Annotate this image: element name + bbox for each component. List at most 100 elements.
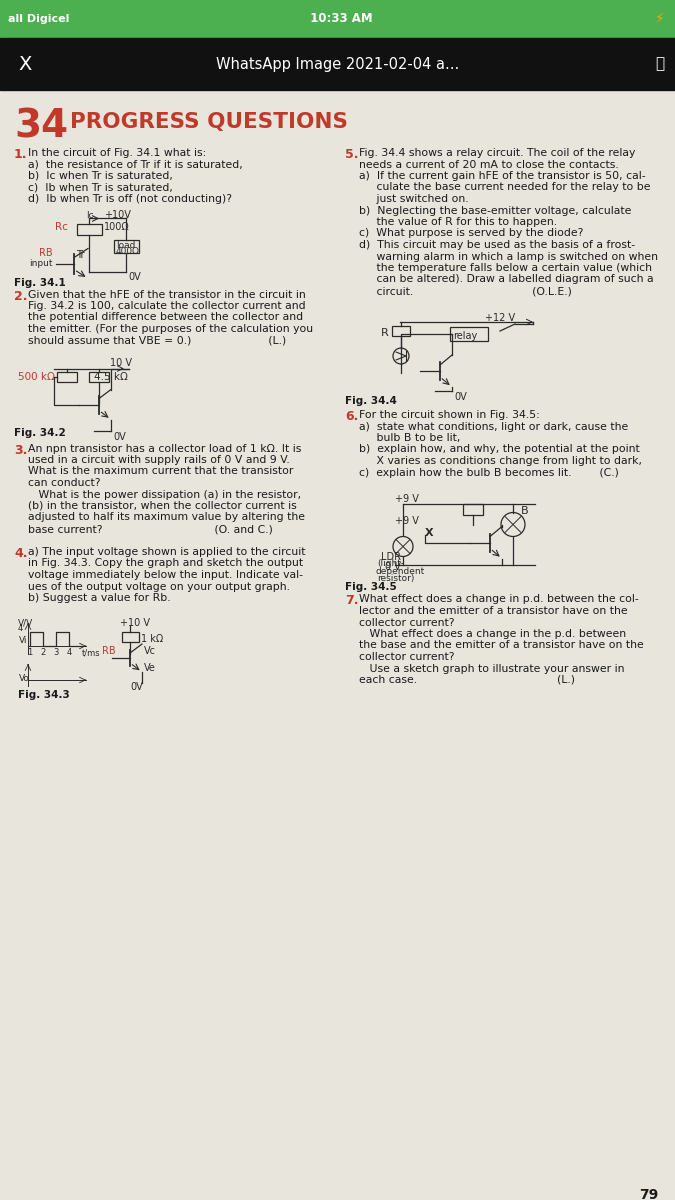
Text: culate the base current needed for the relay to be: culate the base current needed for the r… [359, 182, 651, 192]
Text: 4: 4 [66, 648, 72, 658]
Text: 1 kΩ: 1 kΩ [141, 634, 163, 644]
Text: Vc: Vc [144, 646, 156, 656]
Text: a)  If the current gain hFE of the transistor is 50, cal-: a) If the current gain hFE of the transi… [359, 170, 645, 181]
Text: What is the maximum current that the transistor: What is the maximum current that the tra… [28, 467, 294, 476]
Bar [89, 372, 109, 382]
Text: all Digicel: all Digicel [8, 14, 70, 24]
Text: X varies as conditions change from light to dark,: X varies as conditions change from light… [359, 456, 642, 466]
Text: LDR: LDR [381, 552, 401, 562]
Text: What is the power dissipation (a) in the resistor,: What is the power dissipation (a) in the… [28, 490, 301, 499]
Text: 3: 3 [53, 648, 59, 658]
Text: the potential difference between the collector and: the potential difference between the col… [28, 312, 303, 323]
Text: 4.: 4. [14, 547, 28, 560]
Bar [0, 0, 675, 38]
Text: bulb B to be lit,: bulb B to be lit, [359, 433, 460, 443]
Text: WhatsApp Image 2021-02-04 a...: WhatsApp Image 2021-02-04 a... [216, 56, 459, 72]
Text: 79: 79 [639, 1188, 658, 1200]
Text: c)  explain how the bulb B becomes lit.        (C.): c) explain how the bulb B becomes lit. (… [359, 468, 619, 478]
Text: R: R [381, 328, 389, 338]
Text: 100Ω: 100Ω [104, 222, 130, 232]
Text: Ic: Ic [86, 211, 94, 221]
Text: the base and the emitter of a transistor have on the: the base and the emitter of a transistor… [359, 641, 644, 650]
Bar [77, 223, 102, 234]
Text: in Fig. 34.3. Copy the graph and sketch the output: in Fig. 34.3. Copy the graph and sketch … [28, 558, 303, 569]
Bar [122, 632, 139, 642]
Text: RB: RB [39, 248, 53, 258]
Text: 0 V: 0 V [385, 563, 401, 572]
Text: Rc: Rc [55, 222, 68, 232]
Text: What effect does a change in p.d. between the col-: What effect does a change in p.d. betwee… [359, 594, 639, 605]
Text: 6.: 6. [345, 410, 358, 422]
Text: 5.: 5. [345, 148, 358, 161]
Text: Vi: Vi [19, 636, 28, 646]
Text: +9 V: +9 V [395, 516, 419, 527]
Text: d)  Ib when Tr is off (not conducting)?: d) Ib when Tr is off (not conducting)? [28, 194, 232, 204]
Text: b)  explain how, and why, the potential at the point: b) explain how, and why, the potential a… [359, 444, 640, 455]
Text: 2.: 2. [14, 289, 28, 302]
Bar [450, 326, 488, 341]
Text: +10V: +10V [104, 210, 131, 220]
Text: 4: 4 [18, 624, 23, 634]
Text: load: load [116, 241, 136, 251]
Text: RB: RB [102, 646, 115, 656]
Text: +10 V: +10 V [120, 618, 150, 628]
Text: X: X [425, 528, 433, 539]
Text: 0V: 0V [113, 432, 126, 442]
Text: Fig. 34.5: Fig. 34.5 [345, 582, 397, 593]
Bar [463, 504, 483, 515]
Text: 3.: 3. [14, 444, 28, 456]
Text: X: X [18, 54, 31, 73]
Text: resistor): resistor) [377, 575, 414, 583]
Text: +12 V: +12 V [485, 313, 515, 323]
Text: (light-: (light- [377, 559, 404, 569]
Text: 400Ω: 400Ω [116, 247, 140, 257]
Text: a)  state what conditions, light or dark, cause the: a) state what conditions, light or dark,… [359, 421, 628, 432]
Text: 0V: 0V [454, 392, 466, 402]
Text: Fig. 34.4 shows a relay circuit. The coil of the relay: Fig. 34.4 shows a relay circuit. The coi… [359, 148, 635, 158]
Text: d)  This circuit may be used as the basis of a frost-: d) This circuit may be used as the basis… [359, 240, 635, 250]
Text: collector current?: collector current? [359, 652, 454, 662]
Text: voltage immediately below the input. Indicate val-: voltage immediately below the input. Ind… [28, 570, 303, 580]
Text: An npn transistor has a collector load of 1 kΩ. It is: An npn transistor has a collector load o… [28, 444, 301, 454]
Text: relay: relay [453, 331, 477, 341]
Text: c)  Ib when Tr is saturated,: c) Ib when Tr is saturated, [28, 182, 173, 192]
Text: (b) in the transistor, when the collector current is: (b) in the transistor, when the collecto… [28, 502, 297, 511]
Text: 500 kΩ: 500 kΩ [18, 372, 55, 383]
Text: Fig. 34.4: Fig. 34.4 [345, 396, 397, 406]
Text: 2: 2 [40, 648, 46, 658]
Text: 0V: 0V [128, 272, 141, 282]
Text: 4.5 kΩ: 4.5 kΩ [94, 372, 128, 382]
Text: t/ms: t/ms [82, 648, 101, 658]
Text: 0V: 0V [130, 682, 142, 692]
Text: b) Suggest a value for Rb.: b) Suggest a value for Rb. [28, 593, 171, 602]
Text: each case.                                        (L.): each case. (L.) [359, 674, 575, 685]
Text: ⬜: ⬜ [655, 56, 665, 72]
Text: PROGRESS QUESTIONS: PROGRESS QUESTIONS [70, 112, 348, 132]
Text: +9 V: +9 V [395, 494, 419, 504]
Text: adjusted to half its maximum value by altering the: adjusted to half its maximum value by al… [28, 512, 305, 522]
Text: just switched on.: just switched on. [359, 194, 468, 204]
Text: ues of the output voltage on your output graph.: ues of the output voltage on your output… [28, 582, 290, 592]
Text: dependent: dependent [375, 568, 425, 576]
Text: 10 V: 10 V [110, 359, 132, 368]
Text: 1.: 1. [14, 148, 28, 161]
Text: circuit.                                  (O.L.E.): circuit. (O.L.E.) [359, 286, 572, 296]
Text: should assume that VBE = 0.)                      (L.): should assume that VBE = 0.) (L.) [28, 336, 286, 346]
Text: 1: 1 [28, 648, 32, 658]
Text: needs a current of 20 mA to close the contacts.: needs a current of 20 mA to close the co… [359, 160, 619, 169]
Text: a) The input voltage shown is applied to the circuit: a) The input voltage shown is applied to… [28, 547, 306, 557]
Text: V/V: V/V [18, 618, 33, 626]
Bar [0, 38, 675, 90]
Text: What effect does a change in the p.d. between: What effect does a change in the p.d. be… [359, 629, 626, 638]
Text: ⚡: ⚡ [655, 12, 665, 26]
Text: can be altered). Draw a labelled diagram of such a: can be altered). Draw a labelled diagram… [359, 275, 653, 284]
Text: 34: 34 [14, 108, 68, 146]
Text: b)  Ic when Tr is saturated,: b) Ic when Tr is saturated, [28, 170, 173, 181]
Text: Fig. 34.2 is 100, calculate the collector current and: Fig. 34.2 is 100, calculate the collecto… [28, 301, 306, 311]
Text: Given that the hFE of the transistor in the circuit in: Given that the hFE of the transistor in … [28, 289, 306, 300]
Text: input: input [29, 259, 53, 268]
Text: 7.: 7. [345, 594, 358, 607]
Text: Fig. 34.1: Fig. 34.1 [14, 277, 65, 288]
Text: base current?                                (O. and C.): base current? (O. and C.) [28, 524, 273, 534]
Text: Use a sketch graph to illustrate your answer in: Use a sketch graph to illustrate your an… [359, 664, 624, 673]
